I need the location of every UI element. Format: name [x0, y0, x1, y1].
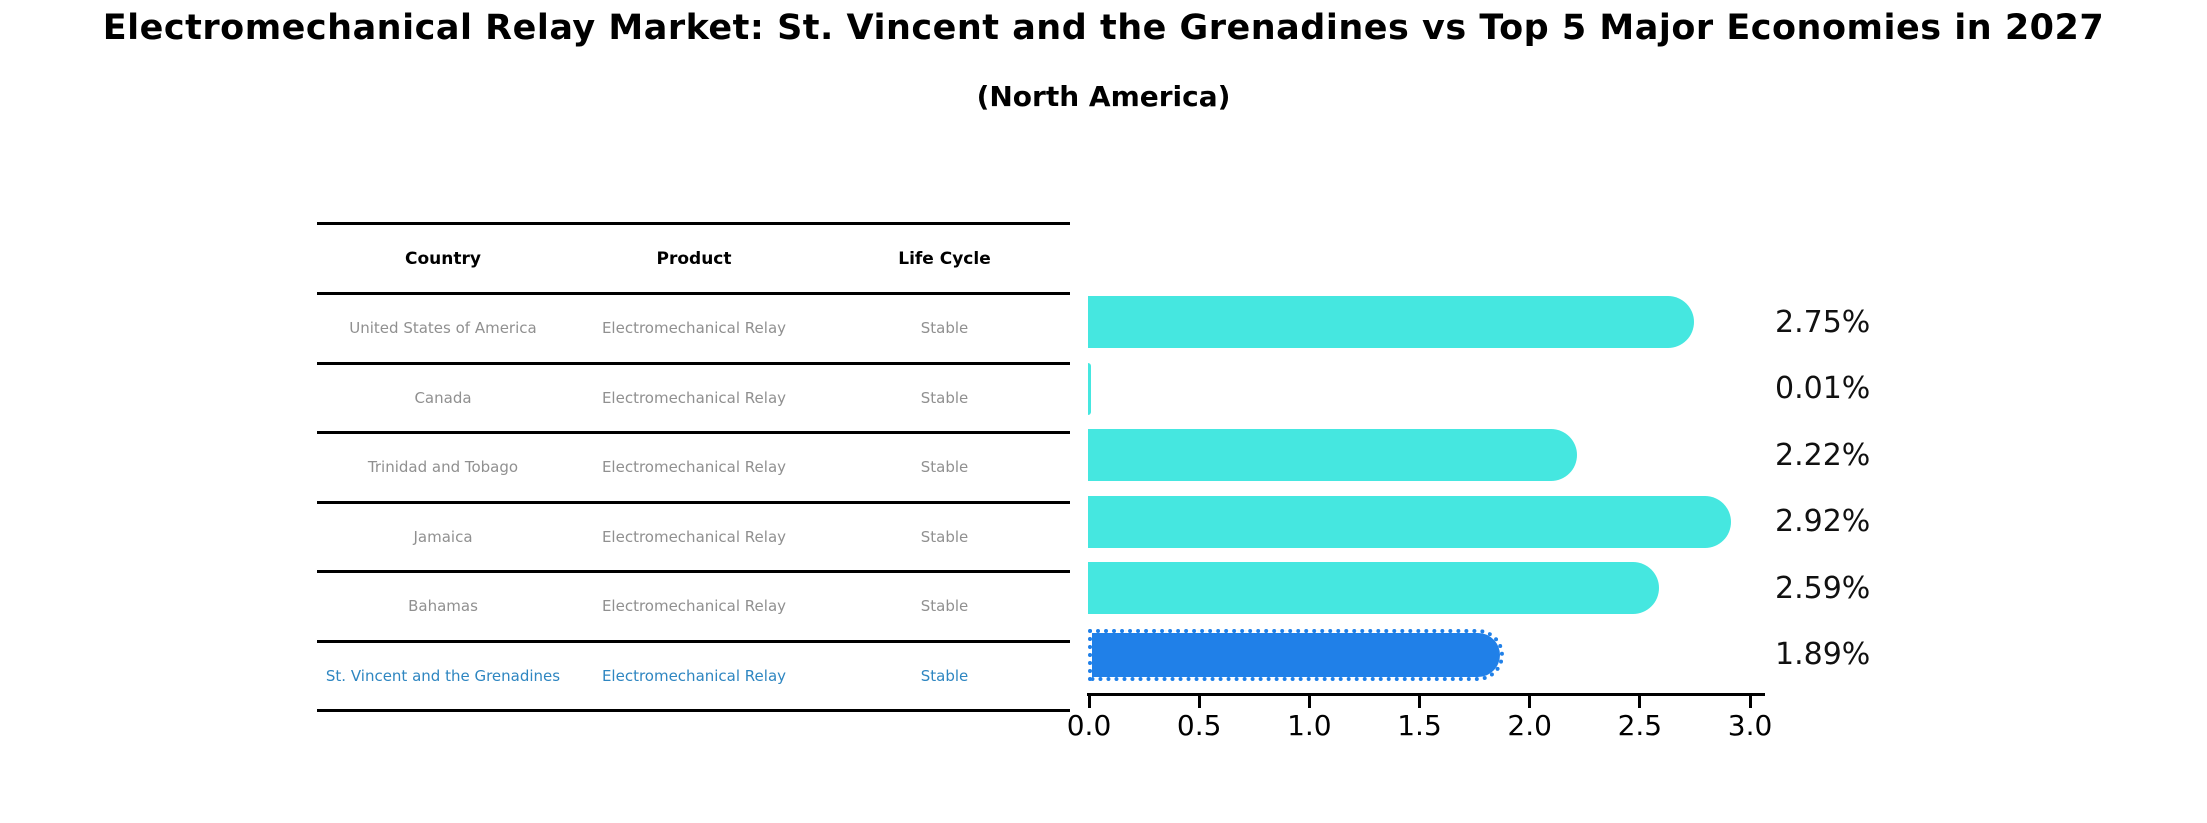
- table-row: St. Vincent and the Grenadines Electromec…: [317, 639, 1070, 710]
- country-cell: Trinidad and Tobago: [367, 458, 519, 477]
- bar-chart: 2.75% 0.01% 2.22% 2.92% 2.59% 1.89% 0.0 0.5 1.0…: [1067, 289, 2207, 769]
- lifecycle-cell: Stable: [920, 388, 969, 407]
- x-tick-label: 3.0: [1727, 709, 1773, 742]
- x-tick-mark: [1307, 696, 1311, 708]
- lifecycle-cell: Stable: [920, 319, 969, 338]
- lifecycle-cell: Stable: [920, 597, 969, 616]
- chart-subtitle: (North America): [976, 80, 1231, 113]
- value-label: 2.22%: [1775, 437, 1871, 473]
- x-tick-label: 1.5: [1397, 709, 1442, 742]
- bar: [1088, 296, 1694, 349]
- country-cell: United States of America: [349, 319, 537, 338]
- value-label: 1.89%: [1775, 637, 1871, 673]
- x-tick-mark: [1638, 696, 1642, 708]
- table-row: Canada Electromechanical Relay Stable: [317, 361, 1070, 432]
- table-header-row: Country Product Life Cycle: [317, 222, 1070, 292]
- bar: [1088, 429, 1578, 482]
- country-cell: St. Vincent and the Grenadines: [325, 666, 561, 685]
- x-tick-label: 0.5: [1176, 709, 1222, 742]
- bar: [1088, 562, 1659, 615]
- product-cell: Electromechanical Relay: [601, 458, 787, 477]
- x-tick-label: 2.5: [1617, 709, 1663, 742]
- table-row: United States of America Electromechanica…: [317, 292, 1070, 362]
- x-tick-mark: [1528, 696, 1532, 708]
- product-cell: Electromechanical Relay: [601, 527, 787, 546]
- value-label: 2.75%: [1775, 304, 1871, 340]
- product-cell: Electromechanical Relay: [601, 597, 787, 616]
- product-cell: Electromechanical Relay: [601, 388, 787, 407]
- x-axis-line: [1087, 693, 1765, 696]
- value-label: 0.01%: [1775, 371, 1871, 407]
- x-tick-mark: [1197, 696, 1201, 708]
- x-tick-mark: [1418, 696, 1421, 708]
- table-row: Trinidad and Tobago Electromechanical Rel…: [317, 431, 1070, 501]
- chart-title: Electromechanical Relay Market: St. Vinc…: [102, 8, 2105, 48]
- lifecycle-cell: Stable: [920, 458, 969, 477]
- bar: [1088, 495, 1732, 548]
- value-label: 2.59%: [1775, 570, 1871, 606]
- lifecycle-cell: Stable: [920, 666, 969, 685]
- lifecycle-cell: Stable: [920, 527, 969, 546]
- x-tick-label: 0.0: [1066, 709, 1112, 742]
- x-tick-label: 2.0: [1507, 709, 1552, 742]
- column-header-country: Country: [405, 248, 481, 269]
- country-table: Country Product Life Cycle United States…: [317, 222, 1070, 712]
- x-tick-label: 1.0: [1287, 709, 1332, 742]
- bar: [1088, 362, 1091, 415]
- country-cell: Jamaica: [413, 527, 473, 546]
- x-tick-mark: [1087, 696, 1091, 708]
- x-tick-mark: [1748, 696, 1752, 708]
- table-body: United States of America Electromechanica…: [317, 292, 1070, 709]
- product-cell: Electromechanical Relay: [601, 666, 787, 685]
- column-header-product: Product: [656, 248, 732, 269]
- column-header-lifecycle: Life Cycle: [898, 248, 991, 269]
- country-cell: Canada: [414, 388, 472, 407]
- product-cell: Electromechanical Relay: [601, 319, 787, 338]
- country-cell: Bahamas: [408, 597, 478, 616]
- table-row: Bahamas Electromechanical Relay Stable: [317, 570, 1070, 640]
- value-label: 2.92%: [1775, 504, 1871, 540]
- table-row: Jamaica Electromechanical Relay Stable: [317, 500, 1070, 571]
- highlight-bar: [1088, 628, 1505, 681]
